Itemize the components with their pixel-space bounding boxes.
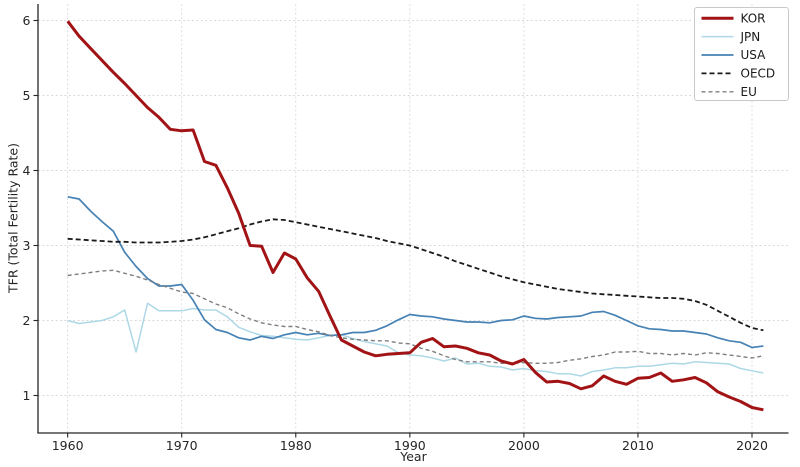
x-tick-label: 1990 bbox=[394, 438, 426, 453]
legend-label-EU: EU bbox=[741, 85, 757, 99]
y-tick-label: 6 bbox=[23, 13, 31, 28]
legend-label-OECD: OECD bbox=[741, 67, 776, 81]
legend-item-USA: USA bbox=[701, 48, 767, 62]
legend-label-JPN: JPN bbox=[740, 30, 761, 44]
grid bbox=[38, 4, 789, 433]
y-tick-label: 2 bbox=[23, 313, 31, 328]
x-tick-label: 2000 bbox=[508, 438, 540, 453]
x-axis-label: Year bbox=[400, 449, 427, 464]
legend-label-USA: USA bbox=[741, 48, 767, 62]
y-tick-label: 1 bbox=[23, 388, 31, 403]
tick-labels: 1960 1970 1980 1990 2000 2010 2020 1 2 3 4 5 6 bbox=[23, 13, 768, 453]
legend-item-KOR: KOR bbox=[701, 11, 766, 25]
x-tick-label: 1980 bbox=[280, 438, 312, 453]
series-line-USA bbox=[67, 195, 764, 349]
series-line-OECD bbox=[67, 218, 764, 332]
legend: KOR JPN USA OECD EU bbox=[694, 7, 789, 101]
y-axis-label: TFR (Total Fertility Rate) bbox=[5, 143, 21, 293]
x-tick-label: 1960 bbox=[52, 438, 84, 453]
y-tick-label: 4 bbox=[23, 163, 31, 178]
tick-marks bbox=[33, 19, 753, 438]
y-tick-label: 3 bbox=[23, 238, 31, 253]
legend-item-JPN: JPN bbox=[701, 30, 761, 44]
legend-label-KOR: KOR bbox=[741, 11, 766, 25]
x-tick-label: 1970 bbox=[166, 438, 198, 453]
x-tick-label: 2010 bbox=[622, 438, 654, 453]
legend-item-OECD: OECD bbox=[701, 67, 776, 81]
legend-box bbox=[694, 7, 789, 101]
x-tick-label: 2020 bbox=[736, 438, 768, 453]
legend-item-EU: EU bbox=[701, 85, 757, 99]
y-tick-label: 5 bbox=[23, 88, 31, 103]
series-line-KOR bbox=[66, 20, 764, 412]
series-line-JPN bbox=[67, 302, 764, 377]
axes-spines bbox=[37, 4, 789, 434]
